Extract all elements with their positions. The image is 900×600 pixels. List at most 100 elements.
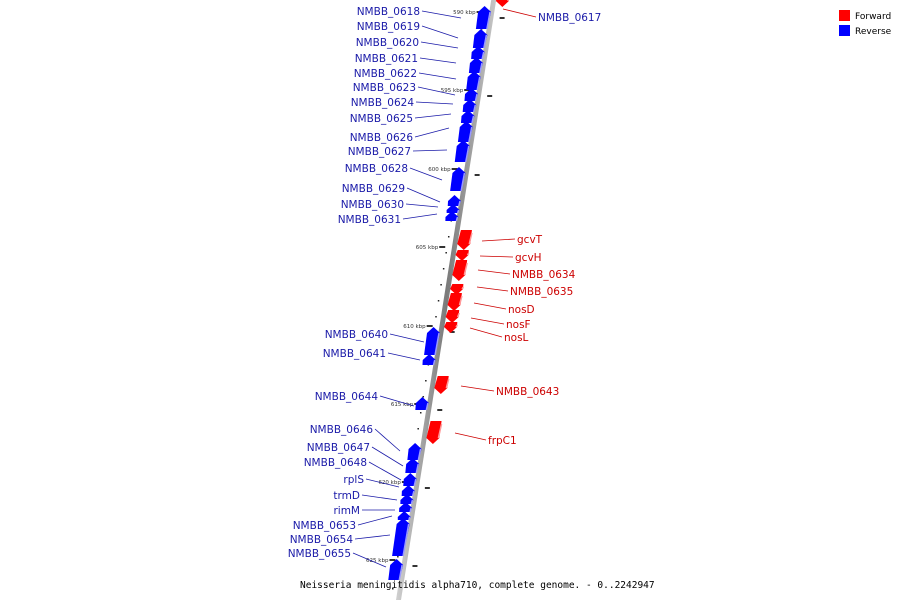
- reverse-gene-arrow: [401, 485, 415, 497]
- forward-gene-label: nosF: [506, 319, 531, 331]
- reverse-gene-label: NMBB_0641: [323, 348, 386, 360]
- leader-line: [357, 515, 393, 526]
- leader-line: [352, 552, 387, 568]
- reverse-gene-label: NMBB_0621: [355, 53, 418, 65]
- reverse-gene-arrow: [445, 211, 459, 222]
- forward-gene-arrow: [445, 310, 460, 323]
- reverse-gene-label: NMBB_0626: [350, 132, 414, 144]
- leader-line: [479, 255, 514, 258]
- forward-gene-label: gcvH: [515, 252, 542, 264]
- leader-line: [454, 432, 487, 441]
- reverse-gene-arrow: [405, 458, 420, 474]
- leader-line: [414, 113, 452, 119]
- reverse-gene-label: NMBB_0646: [310, 424, 374, 436]
- leader-line: [354, 534, 391, 540]
- leader-line: [417, 86, 456, 96]
- minor-tick-mark: [417, 428, 419, 430]
- leader-line: [460, 385, 495, 392]
- reverse-gene-arrow: [472, 29, 488, 49]
- minor-tick-mark: [397, 556, 399, 558]
- forward-gene-arrow: [455, 250, 470, 261]
- leader-line: [421, 25, 459, 39]
- reverse-gene-label: NMBB_0640: [325, 329, 388, 341]
- reverse-gene-label: NMBB_0631: [338, 214, 401, 226]
- reverse-gene-arrow: [415, 397, 429, 411]
- reverse-gene-arrow: [446, 204, 460, 214]
- reverse-gene-label: NMBB_0647: [307, 442, 370, 454]
- tick-label: 600 kbp: [428, 167, 451, 173]
- forward-gene-arrow: [447, 293, 463, 311]
- forward-gene-arrow: [434, 376, 450, 394]
- tick-label: 595 kbp: [441, 88, 464, 94]
- leader-line: [365, 478, 400, 488]
- reverse-gene-arrow: [392, 518, 410, 557]
- leader-line: [476, 286, 509, 292]
- legend-label-reverse: Reverse: [855, 27, 892, 37]
- forward-gene-arrow: [444, 322, 458, 333]
- forward-gene-arrow: [426, 421, 443, 444]
- reverse-gene-label: NMBB_0622: [354, 68, 417, 80]
- forward-gene-label: NMBB_0643: [496, 386, 559, 398]
- reverse-gene-label: NMBB_0619: [357, 21, 420, 33]
- leader-line: [371, 446, 404, 467]
- reverse-gene-label: NMBB_0618: [357, 6, 420, 18]
- reverse-gene-label: NMBB_0653: [293, 520, 356, 532]
- legend-swatch-reverse: [839, 25, 850, 36]
- minor-tick-mark: [422, 396, 425, 398]
- leader-line: [387, 352, 421, 361]
- forward-gene-label: nosD: [508, 304, 535, 316]
- forward-gene-arrow: [457, 230, 473, 250]
- minor-tick-mark: [392, 588, 394, 590]
- reverse-gene-label: NMBB_0623: [353, 82, 416, 94]
- leader-line: [409, 167, 443, 181]
- forward-gene-label: NMBB_0634: [512, 269, 576, 281]
- forward-gene-label: NMBB_0635: [510, 286, 573, 298]
- reverse-gene-label: rimM: [333, 505, 360, 517]
- leader-line: [415, 101, 454, 105]
- gene-labels: NMBB_0618 NMBB_0619 NMBB_0620 NMBB_0621 NMBB…: [288, 6, 602, 560]
- minor-tick-mark: [442, 268, 445, 270]
- forward-gene-label: nosL: [504, 332, 529, 344]
- leader-line: [368, 461, 402, 481]
- reverse-gene-arrow: [399, 502, 413, 513]
- leader-line: [389, 333, 425, 343]
- reverse-gene-arrow: [454, 140, 470, 163]
- tick-label: 605 kbp: [416, 245, 439, 251]
- leader-line: [419, 57, 457, 64]
- minor-tick-mark: [440, 284, 442, 286]
- leader-line: [406, 187, 441, 203]
- reverse-gene-label: NMBB_0629: [342, 183, 405, 195]
- minor-tick-mark: [425, 380, 427, 382]
- reverse-gene-arrow: [400, 494, 414, 505]
- reverse-gene-label: NMBB_0627: [348, 146, 411, 158]
- tick-label: 625 kbp: [366, 558, 389, 564]
- reverse-gene-arrow: [422, 354, 436, 366]
- reverse-gene-label: NMBB_0648: [304, 457, 367, 469]
- leader-line: [418, 72, 457, 80]
- minor-tick-mark: [437, 300, 440, 302]
- reverse-gene-label: trmD: [333, 490, 360, 502]
- reverse-gene-label: NMBB_0655: [288, 548, 351, 560]
- forward-gene-label: NMBB_0617: [538, 12, 601, 24]
- reverse-gene-arrow: [462, 99, 477, 113]
- reverse-gene-arrow: [403, 473, 417, 487]
- forward-gene-label: frpC1: [488, 435, 517, 447]
- forward-gene-arrow: [495, 0, 510, 7]
- leader-line: [402, 213, 438, 220]
- tick-label: 615 kbp: [391, 402, 414, 408]
- minor-tick-mark: [435, 316, 437, 318]
- leader-line: [374, 428, 401, 452]
- reverse-gene-arrow: [450, 167, 466, 192]
- minor-tick-mark: [419, 412, 422, 414]
- forward-gene-arrow: [450, 284, 464, 295]
- leader-line: [469, 327, 503, 338]
- reverse-gene-label: NMBB_0644: [315, 391, 379, 403]
- leader-line: [481, 238, 516, 242]
- forward-gene-label: gcvT: [517, 234, 543, 246]
- reverse-gene-arrow: [466, 71, 481, 91]
- reverse-gene-label: NMBB_0625: [350, 113, 413, 125]
- tick-label: 610 kbp: [403, 324, 426, 330]
- forward-gene-arrow: [452, 260, 468, 281]
- reverse-gene-label: rplS: [343, 474, 364, 486]
